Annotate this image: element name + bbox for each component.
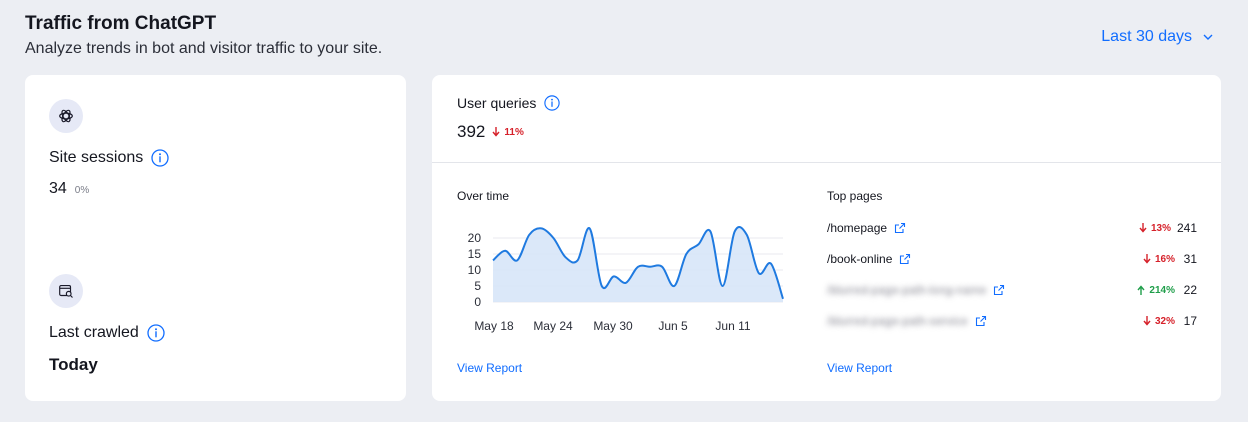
external-link-icon[interactable] <box>899 253 911 265</box>
header-title: Traffic from ChatGPT <box>25 13 217 34</box>
arrow-up-icon <box>1137 285 1145 295</box>
user-queries-change-value: 11% <box>504 126 524 138</box>
arrow-down-icon <box>1143 254 1151 264</box>
top-page-stats: 214% 22 <box>1137 283 1197 297</box>
site-sessions-label: Site sessions <box>49 149 144 166</box>
top-page-path[interactable]: /blurred-page-path-service <box>827 314 968 328</box>
site-sessions-label-row: Site sessions <box>49 149 169 167</box>
y-tick-label: 20 <box>468 231 482 245</box>
chart-area-fill <box>493 227 783 302</box>
top-page-count: 22 <box>1183 283 1197 297</box>
top-page-change: 32% <box>1143 316 1175 327</box>
top-page-count: 31 <box>1183 252 1197 266</box>
date-range-dropdown[interactable]: Last 30 days <box>1101 28 1214 46</box>
y-tick-label: 10 <box>468 263 482 277</box>
user-queries-label: User queries <box>457 95 537 111</box>
top-page-stats: 32% 17 <box>1143 314 1197 328</box>
info-icon[interactable] <box>151 149 169 167</box>
site-stats-card: Site sessions 34 0% Last crawled Today <box>25 75 406 401</box>
divider <box>432 162 1221 163</box>
top-page-path[interactable]: /blurred-page-path-long-name <box>827 283 987 297</box>
x-tick-label: May 18 <box>474 319 514 333</box>
y-tick-label: 5 <box>474 279 481 293</box>
y-tick-label: 15 <box>468 247 482 261</box>
external-link-icon[interactable] <box>975 315 987 327</box>
top-page-path[interactable]: /book-online <box>827 252 893 266</box>
user-queries-value-row: 392 11% <box>457 122 524 142</box>
info-icon[interactable] <box>544 95 561 111</box>
last-crawled-value: Today <box>49 355 98 374</box>
arrow-down-icon <box>492 127 500 137</box>
site-sessions-value-row: 34 0% <box>49 180 89 198</box>
over-time-view-report-link[interactable]: View Report <box>457 361 523 375</box>
over-time-title: Over time <box>457 189 510 203</box>
top-pages-view-report-link[interactable]: View Report <box>827 361 893 375</box>
top-page-count: 241 <box>1176 221 1197 235</box>
chatgpt-logo-icon <box>49 99 83 133</box>
user-queries-value: 392 <box>457 122 486 141</box>
y-tick-label: 0 <box>474 295 481 309</box>
external-link-icon[interactable] <box>894 222 906 234</box>
top-page-change-value: 13% <box>1150 222 1171 234</box>
last-crawled-label-row: Last crawled <box>49 324 165 342</box>
top-page-change-value: 32% <box>1154 315 1175 327</box>
site-sessions-value: 34 <box>49 180 67 197</box>
site-sessions-change: 0% <box>74 185 90 196</box>
top-page-row: /homepage 13% 241 <box>827 218 1197 238</box>
user-queries-label-row: User queries <box>457 95 561 111</box>
top-page-change-value: 214% <box>1149 284 1175 296</box>
top-page-change: 16% <box>1143 254 1175 265</box>
top-page-stats: 13% 241 <box>1139 221 1197 235</box>
date-range-label[interactable]: Last 30 days <box>1101 28 1192 45</box>
arrow-down-icon <box>1139 223 1147 233</box>
x-tick-label: May 30 <box>593 319 633 333</box>
top-page-stats: 16% 31 <box>1143 252 1197 266</box>
x-tick-label: Jun 11 <box>715 319 750 333</box>
top-page-change-value: 16% <box>1154 253 1175 265</box>
chart-series-line <box>492 226 784 300</box>
external-link-icon[interactable] <box>993 284 1005 296</box>
top-page-change: 214% <box>1137 285 1175 296</box>
x-tick-label: May 24 <box>533 319 573 333</box>
top-page-path[interactable]: /homepage <box>827 221 888 235</box>
user-queries-change: 11% <box>492 126 524 138</box>
top-page-count: 17 <box>1183 314 1197 328</box>
header-subtitle: Analyze trends in bot and visitor traffi… <box>25 40 383 57</box>
top-page-row: /blurred-page-path-long-name 214% 22 <box>827 280 1197 300</box>
x-tick-label: Jun 5 <box>658 319 688 333</box>
user-queries-card: User queries 392 11% Over time 20 15 10 5 0 M… <box>432 75 1221 401</box>
over-time-chart: 20 15 10 5 0 May 18 May 24 May 30 Jun 5 Jun 11 <box>468 226 784 333</box>
chevron-down-icon[interactable] <box>1202 31 1214 43</box>
top-page-row: /blurred-page-path-service 32% 17 <box>827 311 1197 331</box>
last-crawled-label: Last crawled <box>49 324 139 341</box>
arrow-down-icon <box>1143 316 1151 326</box>
info-icon[interactable] <box>147 324 165 342</box>
top-page-row: /book-online 16% 31 <box>827 249 1197 269</box>
top-page-change: 13% <box>1139 223 1171 234</box>
crawl-search-icon <box>49 274 83 308</box>
top-pages-title: Top pages <box>827 189 883 203</box>
